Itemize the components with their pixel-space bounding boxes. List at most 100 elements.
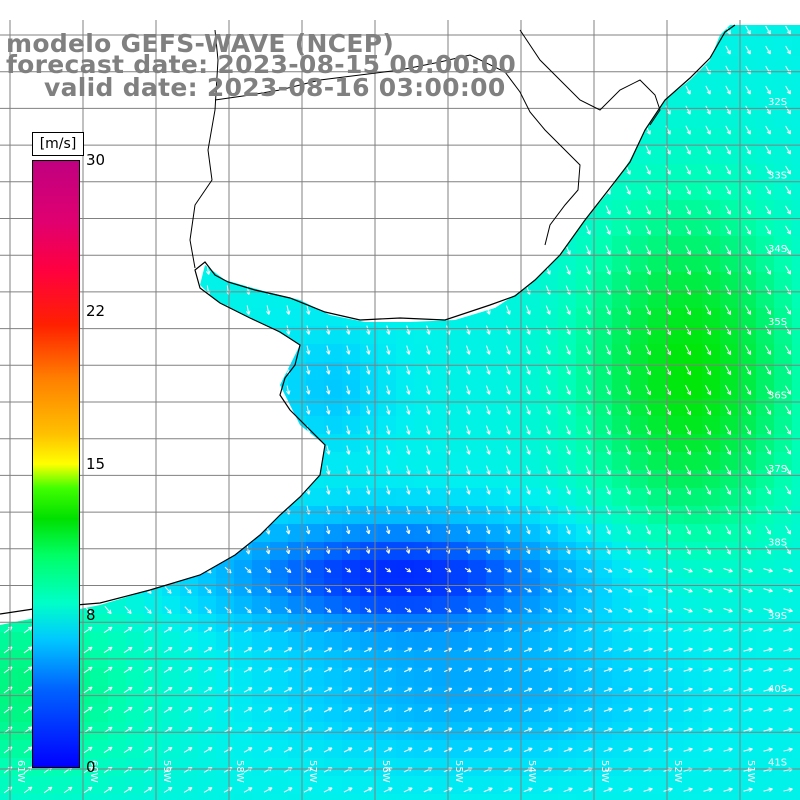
wind-arrow bbox=[426, 265, 431, 275]
wind-cell bbox=[468, 578, 487, 597]
wind-arrow bbox=[525, 145, 531, 155]
wind-cell bbox=[630, 218, 649, 237]
wind-arrow bbox=[5, 425, 11, 435]
wind-cell bbox=[684, 344, 703, 363]
wind-cell bbox=[756, 542, 775, 561]
wind-cell bbox=[144, 758, 163, 777]
wind-cell bbox=[414, 308, 433, 327]
wind-arrow bbox=[565, 65, 571, 75]
wind-cell bbox=[702, 25, 721, 39]
wind-arrow bbox=[185, 545, 191, 555]
wind-cell bbox=[594, 74, 613, 93]
wind-cell bbox=[594, 92, 613, 111]
wind-cell bbox=[468, 254, 487, 273]
wind-cell bbox=[270, 758, 289, 777]
wind-cell bbox=[612, 326, 631, 345]
wind-arrow bbox=[85, 325, 91, 335]
wind-cell bbox=[180, 668, 199, 687]
wind-cell bbox=[702, 344, 721, 363]
wind-arrow bbox=[145, 145, 151, 155]
wind-cell bbox=[666, 38, 685, 57]
wind-arrow bbox=[645, 45, 651, 55]
wind-cell bbox=[630, 488, 649, 507]
wind-cell bbox=[540, 542, 559, 561]
wind-cell bbox=[486, 272, 505, 291]
wind-arrow bbox=[205, 405, 211, 415]
wind-cell bbox=[738, 596, 757, 615]
wind-cell bbox=[576, 236, 595, 255]
wind-cell bbox=[360, 380, 379, 399]
wind-arrow bbox=[145, 125, 151, 135]
wind-cell bbox=[324, 182, 343, 201]
wind-cell bbox=[612, 614, 631, 633]
wind-cell bbox=[792, 146, 800, 165]
wind-cell bbox=[378, 704, 397, 723]
wind-cell bbox=[252, 632, 271, 651]
wind-arrow bbox=[266, 485, 271, 495]
wind-cell bbox=[792, 506, 800, 525]
wind-arrow bbox=[525, 245, 531, 255]
wind-cell bbox=[414, 632, 433, 651]
wind-cell bbox=[468, 470, 487, 489]
wind-cell bbox=[288, 794, 307, 800]
wind-cell bbox=[144, 632, 163, 651]
wind-cell bbox=[360, 452, 379, 471]
wind-cell bbox=[144, 704, 163, 723]
wind-arrow bbox=[125, 105, 131, 115]
wind-cell bbox=[234, 614, 253, 633]
wind-arrow bbox=[165, 185, 171, 195]
wind-arrow bbox=[185, 245, 191, 255]
wind-arrow bbox=[585, 85, 591, 95]
wind-cell bbox=[774, 488, 793, 507]
wind-cell bbox=[558, 488, 577, 507]
wind-arrow bbox=[124, 586, 132, 594]
wind-cell bbox=[126, 110, 145, 129]
wind-cell bbox=[288, 524, 307, 543]
wind-cell bbox=[306, 578, 325, 597]
wind-cell bbox=[360, 614, 379, 633]
wind-arrow bbox=[145, 425, 151, 435]
wind-cell bbox=[432, 596, 451, 615]
wind-cell bbox=[216, 236, 235, 255]
wind-cell bbox=[666, 326, 685, 345]
wind-cell bbox=[738, 542, 757, 561]
wind-cell bbox=[756, 362, 775, 381]
wind-cell bbox=[198, 560, 217, 579]
wind-cell bbox=[360, 128, 379, 147]
wind-cell bbox=[558, 470, 577, 489]
wind-arrow bbox=[346, 265, 351, 275]
wind-arrow bbox=[25, 305, 31, 315]
wind-arrow bbox=[585, 205, 591, 215]
wind-cell bbox=[648, 326, 667, 345]
wind-arrow bbox=[286, 285, 291, 295]
wind-cell bbox=[324, 506, 343, 525]
wind-arrow bbox=[406, 225, 411, 235]
wind-cell bbox=[468, 794, 487, 800]
wind-cell bbox=[504, 25, 523, 39]
wind-arrow bbox=[85, 345, 91, 355]
wind-cell bbox=[378, 254, 397, 273]
wind-cell bbox=[216, 398, 235, 417]
wind-arrow bbox=[45, 105, 51, 115]
wind-arrow bbox=[165, 405, 171, 415]
wind-cell bbox=[522, 164, 541, 183]
wind-cell bbox=[522, 560, 541, 579]
wind-cell bbox=[288, 308, 307, 327]
wind-cell bbox=[468, 398, 487, 417]
wind-arrow bbox=[85, 505, 91, 515]
wind-cell bbox=[252, 794, 271, 800]
wind-cell bbox=[486, 308, 505, 327]
wind-cell bbox=[630, 596, 649, 615]
wind-cell bbox=[468, 506, 487, 525]
wind-cell bbox=[486, 578, 505, 597]
wind-cell bbox=[756, 254, 775, 273]
wind-cell bbox=[612, 200, 631, 219]
wind-cell bbox=[144, 740, 163, 759]
wind-cell bbox=[198, 398, 217, 417]
wind-cell bbox=[108, 524, 127, 543]
wind-cell bbox=[540, 25, 559, 39]
wind-cell bbox=[720, 596, 739, 615]
wind-arrow bbox=[386, 205, 391, 215]
wind-cell bbox=[198, 596, 217, 615]
lat-label: 33S bbox=[768, 170, 787, 181]
